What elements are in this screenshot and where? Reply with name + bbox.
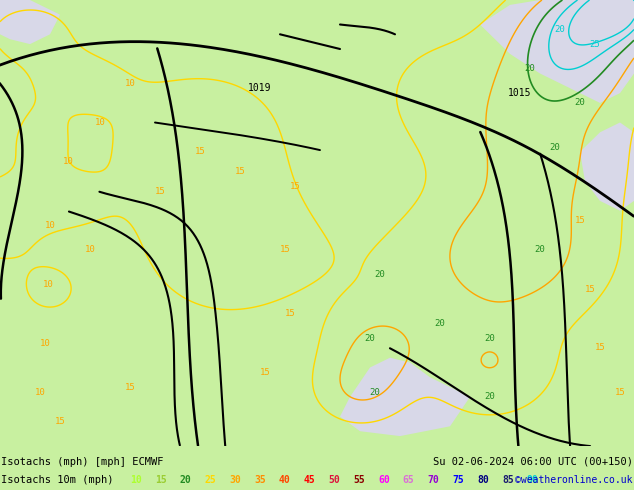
Text: 10: 10: [39, 339, 50, 347]
Polygon shape: [580, 122, 634, 211]
Text: 20: 20: [524, 64, 535, 73]
Polygon shape: [0, 0, 60, 44]
Text: 45: 45: [304, 475, 316, 485]
Text: 70: 70: [427, 475, 439, 485]
Text: 80: 80: [477, 475, 489, 485]
Text: 20: 20: [484, 334, 495, 343]
Text: 35: 35: [254, 475, 266, 485]
Text: 10: 10: [63, 157, 74, 166]
Text: 15: 15: [125, 383, 136, 392]
Text: 15: 15: [585, 285, 595, 294]
Text: 15: 15: [55, 417, 65, 426]
Text: 90: 90: [527, 475, 538, 485]
Text: 20: 20: [180, 475, 191, 485]
Text: 10: 10: [44, 221, 55, 230]
Text: 15: 15: [614, 388, 625, 396]
Text: 10: 10: [125, 79, 136, 88]
Text: 50: 50: [328, 475, 340, 485]
Text: 65: 65: [403, 475, 415, 485]
Text: Su 02-06-2024 06:00 UTC (00+150): Su 02-06-2024 06:00 UTC (00+150): [433, 457, 633, 467]
Text: 15: 15: [595, 343, 605, 352]
Polygon shape: [340, 358, 470, 436]
Text: 55: 55: [353, 475, 365, 485]
Text: 10: 10: [84, 245, 95, 254]
Text: 1019: 1019: [249, 83, 272, 93]
Text: ©weatheronline.co.uk: ©weatheronline.co.uk: [515, 475, 633, 485]
Text: 15: 15: [574, 216, 585, 225]
Text: 40: 40: [279, 475, 291, 485]
Text: 60: 60: [378, 475, 390, 485]
Text: Isotachs 10m (mph): Isotachs 10m (mph): [1, 475, 113, 485]
Text: 20: 20: [574, 98, 585, 107]
Text: 30: 30: [230, 475, 242, 485]
Text: 15: 15: [285, 309, 295, 318]
Text: 20: 20: [555, 25, 566, 34]
Text: 20: 20: [370, 388, 380, 396]
Text: 10: 10: [35, 388, 46, 396]
Text: 25: 25: [590, 40, 600, 49]
Text: 15: 15: [155, 187, 165, 196]
Text: 20: 20: [435, 319, 445, 328]
Text: 15: 15: [290, 182, 301, 191]
Text: 20: 20: [534, 245, 545, 254]
Text: 15: 15: [195, 147, 205, 156]
Text: 15: 15: [260, 368, 270, 377]
Text: 1015: 1015: [508, 88, 532, 98]
Text: 15: 15: [235, 167, 245, 176]
Text: Isotachs (mph) [mph] ECMWF: Isotachs (mph) [mph] ECMWF: [1, 457, 164, 467]
Text: 15: 15: [280, 245, 290, 254]
Text: 20: 20: [375, 270, 385, 279]
Text: 85: 85: [502, 475, 514, 485]
Text: 20: 20: [550, 143, 560, 151]
Text: 20: 20: [484, 392, 495, 401]
Text: 20: 20: [365, 334, 375, 343]
Text: 25: 25: [205, 475, 216, 485]
Text: 15: 15: [155, 475, 167, 485]
Text: 10: 10: [94, 118, 105, 127]
Text: 10: 10: [42, 280, 53, 289]
Polygon shape: [480, 0, 634, 103]
Text: 10: 10: [131, 475, 142, 485]
Text: 75: 75: [453, 475, 464, 485]
